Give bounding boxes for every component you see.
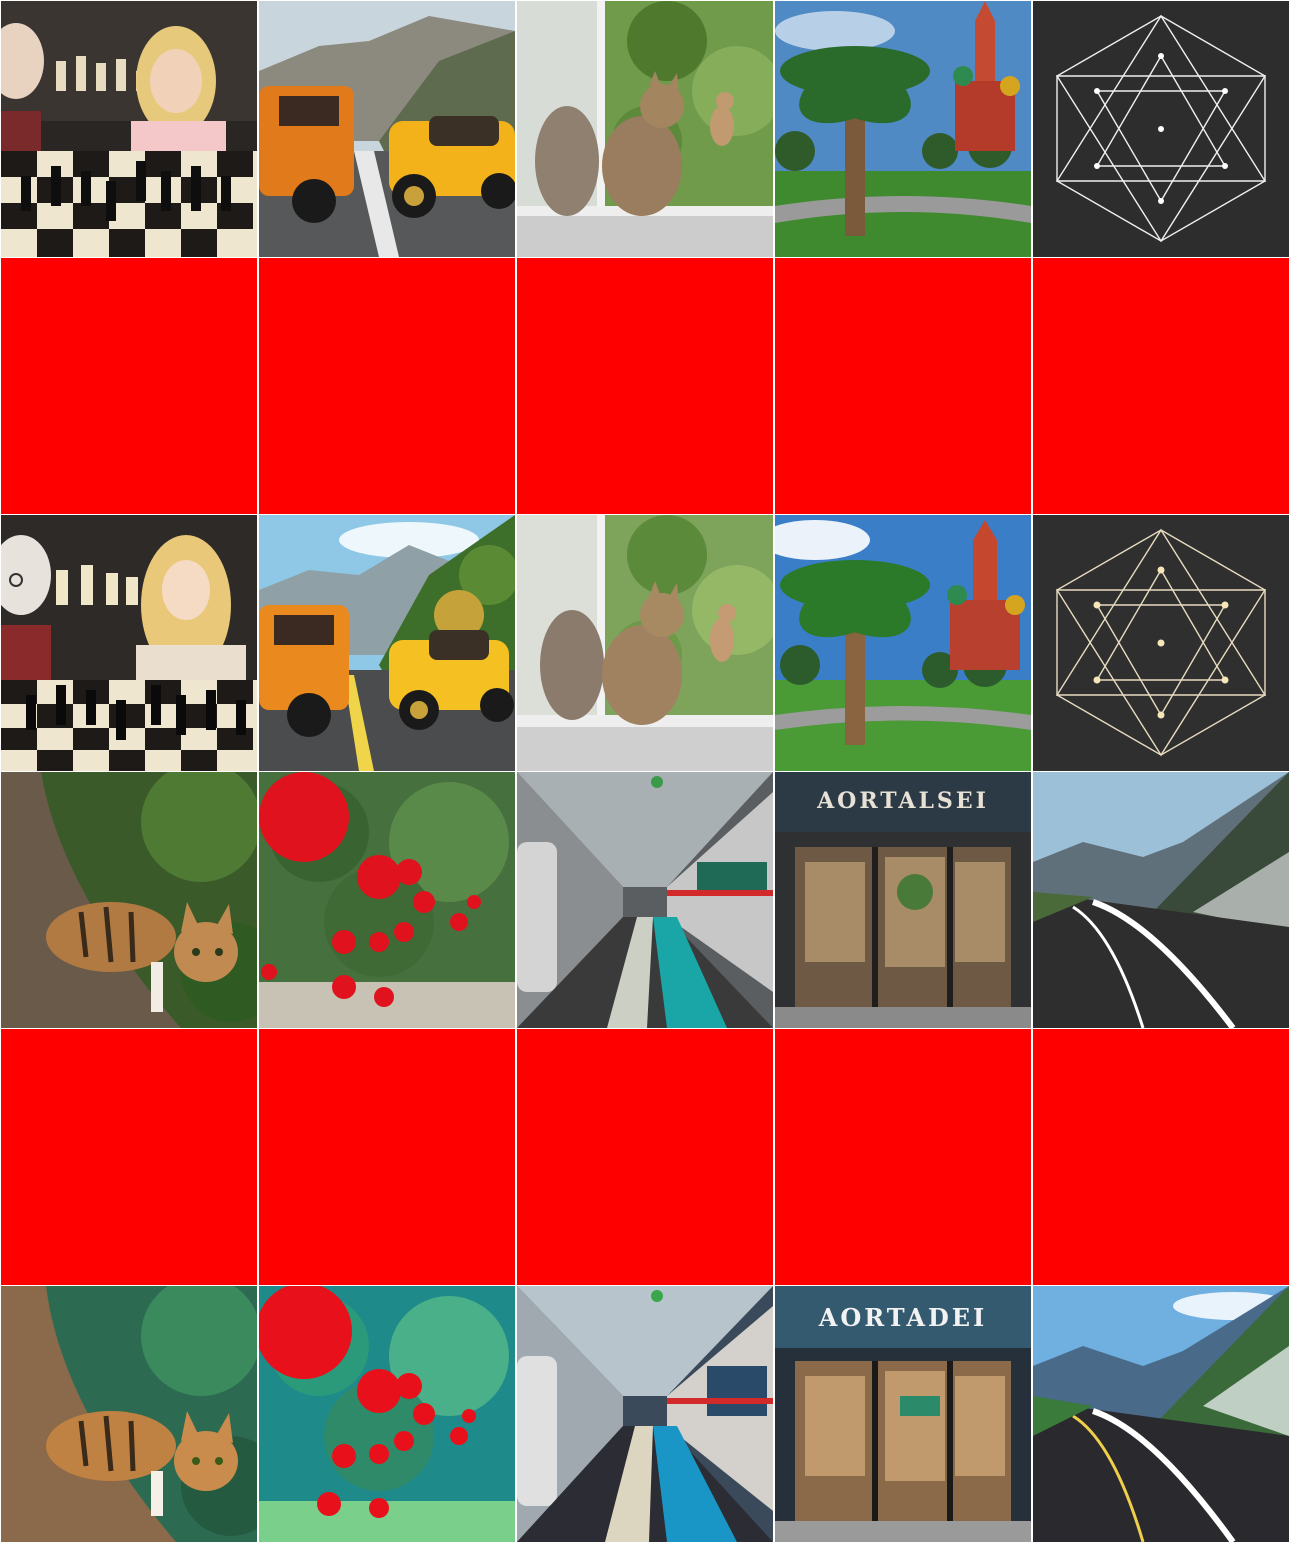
mountain-road-cars-photo <box>259 1 515 257</box>
red-mask-tile <box>1 258 257 514</box>
storefront-sign: AORTALSEI <box>816 788 989 814</box>
red-mask-tile <box>517 258 773 514</box>
cat-window-anime <box>517 515 773 771</box>
red-mask-tile <box>1033 1029 1289 1285</box>
red-mask-tile <box>259 258 515 514</box>
subway-tunnel-photo <box>517 772 773 1028</box>
geometric-line-art-anime <box>1033 515 1289 771</box>
cat-window-photo <box>517 1 773 257</box>
mountain-road-cars-anime <box>259 515 515 771</box>
red-mask-tile <box>1033 258 1289 514</box>
geometric-line-art <box>1033 1 1289 257</box>
tabby-cat-tree-photo <box>1 772 257 1028</box>
chess-players-anime <box>1 515 257 771</box>
red-mask-tile <box>775 258 1031 514</box>
red-balloons-forest-photo <box>259 772 515 1028</box>
mountain-highway-anime <box>1033 1286 1289 1542</box>
storefront-photo: AORTALSEI <box>775 772 1031 1028</box>
red-mask-tile <box>775 1029 1031 1285</box>
palm-cathedral-photo <box>775 1 1031 257</box>
red-mask-tile <box>259 1029 515 1285</box>
red-mask-tile <box>1 1029 257 1285</box>
chess-players-photo <box>1 1 257 257</box>
red-balloons-forest-anime <box>259 1286 515 1542</box>
storefront-anime: AORTADEI <box>775 1286 1031 1542</box>
tabby-cat-tree-anime <box>1 1286 257 1542</box>
red-mask-tile <box>517 1029 773 1285</box>
storefront-sign: AORTADEI <box>818 1303 988 1332</box>
palm-cathedral-anime <box>775 515 1031 771</box>
mountain-highway-photo <box>1033 772 1289 1028</box>
subway-tunnel-anime <box>517 1286 773 1542</box>
